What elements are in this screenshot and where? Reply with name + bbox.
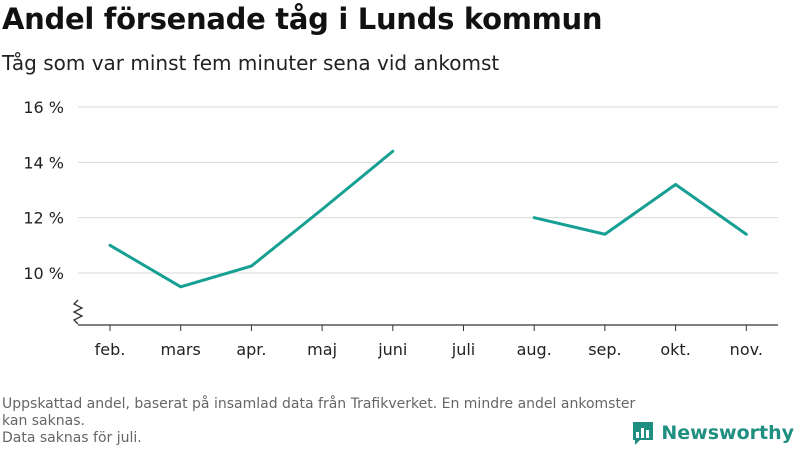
x-tick-label: nov. <box>730 340 763 359</box>
y-tick-label: 16 % <box>23 98 64 117</box>
x-tick-label: maj <box>307 340 337 359</box>
x-tick-label: sep. <box>588 340 621 359</box>
footnote-line-1: Uppskattad andel, baserat på insamlad da… <box>2 396 636 429</box>
x-tick-label: aug. <box>517 340 552 359</box>
series-line <box>532 182 748 236</box>
chart-title: Andel försenade tåg i Lunds kommun <box>2 2 603 36</box>
x-tick-label: juni <box>377 340 407 359</box>
x-tick-label: okt. <box>660 340 690 359</box>
y-tick-label: 10 % <box>23 264 64 283</box>
brand-name: Newsworthy <box>661 422 794 444</box>
newsworthy-logo-icon <box>633 422 654 445</box>
x-tick-label: mars <box>161 340 201 359</box>
brand-logo: Newsworthy <box>631 420 794 446</box>
y-tick-label: 12 % <box>23 209 64 228</box>
footnote: Uppskattad andel, baserat på insamlad da… <box>2 396 642 447</box>
x-tick-label: apr. <box>236 340 266 359</box>
line-chart: 10 % 12 % 14 % 16 % feb. mars apr. maj juni juli a… <box>23 98 778 359</box>
footnote-line-2: Data saknas för juli. <box>2 430 142 446</box>
chart-subtitle: Tåg som var minst fem minuter sena vid a… <box>2 51 500 75</box>
axis-break-icon <box>72 299 84 325</box>
x-tick-label: feb. <box>95 340 126 359</box>
y-tick-label: 14 % <box>23 153 64 172</box>
x-tick-label: juli <box>451 340 475 359</box>
series-line <box>108 149 395 289</box>
